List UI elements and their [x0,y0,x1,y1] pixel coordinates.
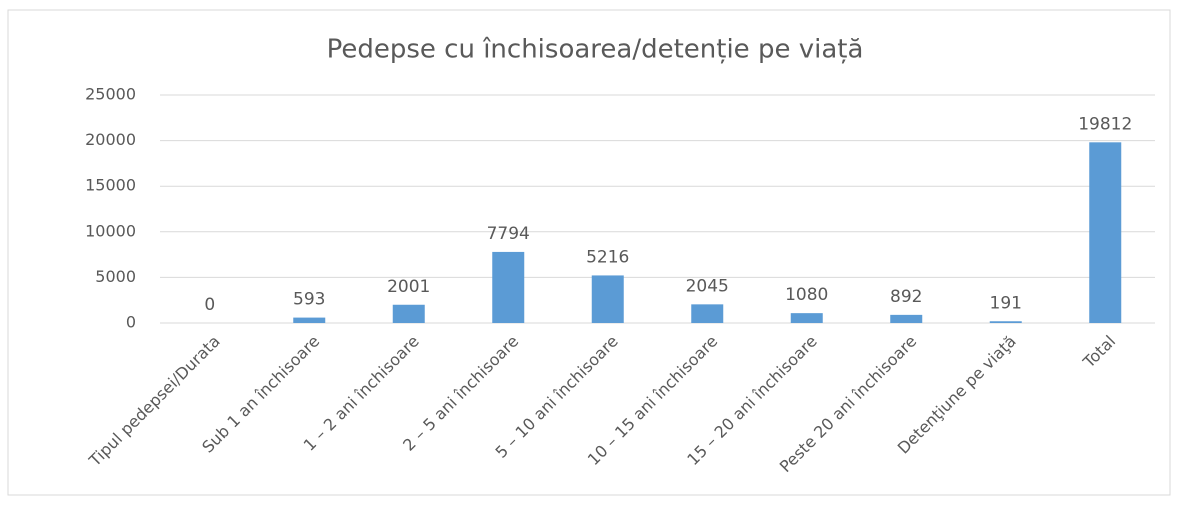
bar [591,275,624,323]
bar [890,314,923,323]
bar [492,251,525,323]
y-tick-label: 5000 [95,267,136,286]
data-label: 19812 [1078,114,1132,134]
bar [1089,142,1122,323]
y-tick-label: 15000 [85,176,136,195]
y-tick-label: 25000 [85,85,136,104]
bar [293,317,326,323]
y-tick-label: 20000 [85,130,136,149]
y-tick-label: 10000 [85,221,136,240]
data-label: 892 [890,287,922,307]
data-label: 1080 [785,285,828,305]
bar [989,321,1022,323]
y-tick-label: 0 [126,313,136,332]
bar [790,313,823,323]
chart-border [7,9,1171,496]
data-label: 2045 [686,276,729,296]
chart-title: Pedepse cu închisoarea/detenție pe viață [327,35,864,65]
data-label: 593 [293,290,325,310]
data-label: 7794 [487,224,530,244]
data-label: 191 [990,293,1022,313]
bar [392,304,425,323]
data-label: 5216 [586,247,629,267]
data-label: 2001 [387,277,430,297]
data-label: 0 [204,295,215,315]
bar [691,304,724,323]
